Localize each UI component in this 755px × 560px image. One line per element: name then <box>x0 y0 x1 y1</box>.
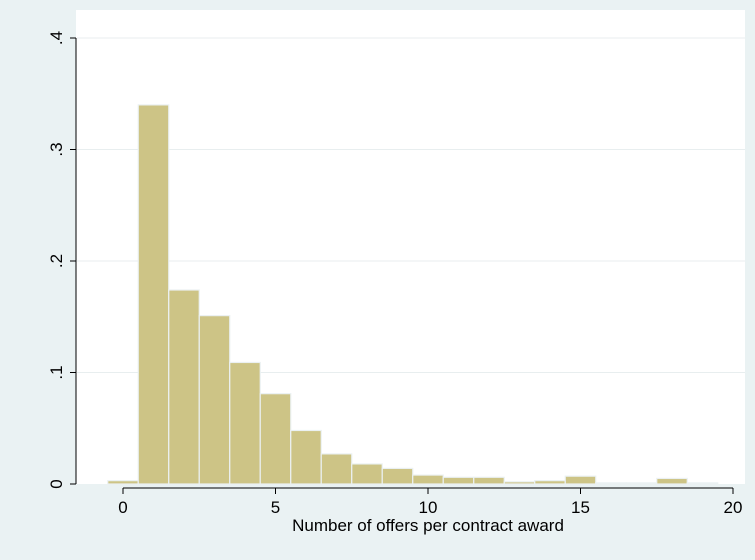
y-tick-label: .1 <box>47 365 66 379</box>
y-tick-label: .4 <box>47 31 66 45</box>
histogram-bar <box>534 480 566 485</box>
histogram-bar <box>259 393 292 485</box>
histogram-bar <box>290 429 322 485</box>
histogram-bar <box>625 482 658 485</box>
histogram-bar <box>320 453 353 485</box>
histogram-bar <box>656 477 688 485</box>
histogram-bar <box>137 104 170 485</box>
x-tick-label: 10 <box>419 498 438 517</box>
axes: 0 .1 .2 .3 .4 0 5 10 15 20 <box>47 31 742 517</box>
histogram-bar <box>686 482 719 485</box>
x-tick-label: 20 <box>724 498 743 517</box>
histogram-bar <box>442 476 475 485</box>
histogram-bar <box>473 476 505 485</box>
x-tick-label: 15 <box>571 498 590 517</box>
y-tick-label: .2 <box>47 254 66 268</box>
histogram-bar <box>595 482 627 485</box>
histogram-bar <box>503 481 536 485</box>
histogram-bar <box>229 361 261 485</box>
x-tick-label: 5 <box>271 498 280 517</box>
x-axis-title: Number of offers per contract award <box>292 516 564 535</box>
histogram-bar <box>412 474 444 485</box>
histogram-bar <box>168 289 200 485</box>
histogram-bar <box>351 463 383 485</box>
y-tick-label: .3 <box>47 142 66 156</box>
histogram-bar <box>564 475 597 485</box>
histogram-bars <box>107 104 719 485</box>
histogram-bar <box>107 480 139 485</box>
histogram-bar <box>381 467 414 485</box>
histogram-bar <box>198 315 231 485</box>
y-tick-label: 0 <box>47 479 66 488</box>
x-tick-label: 0 <box>118 498 127 517</box>
